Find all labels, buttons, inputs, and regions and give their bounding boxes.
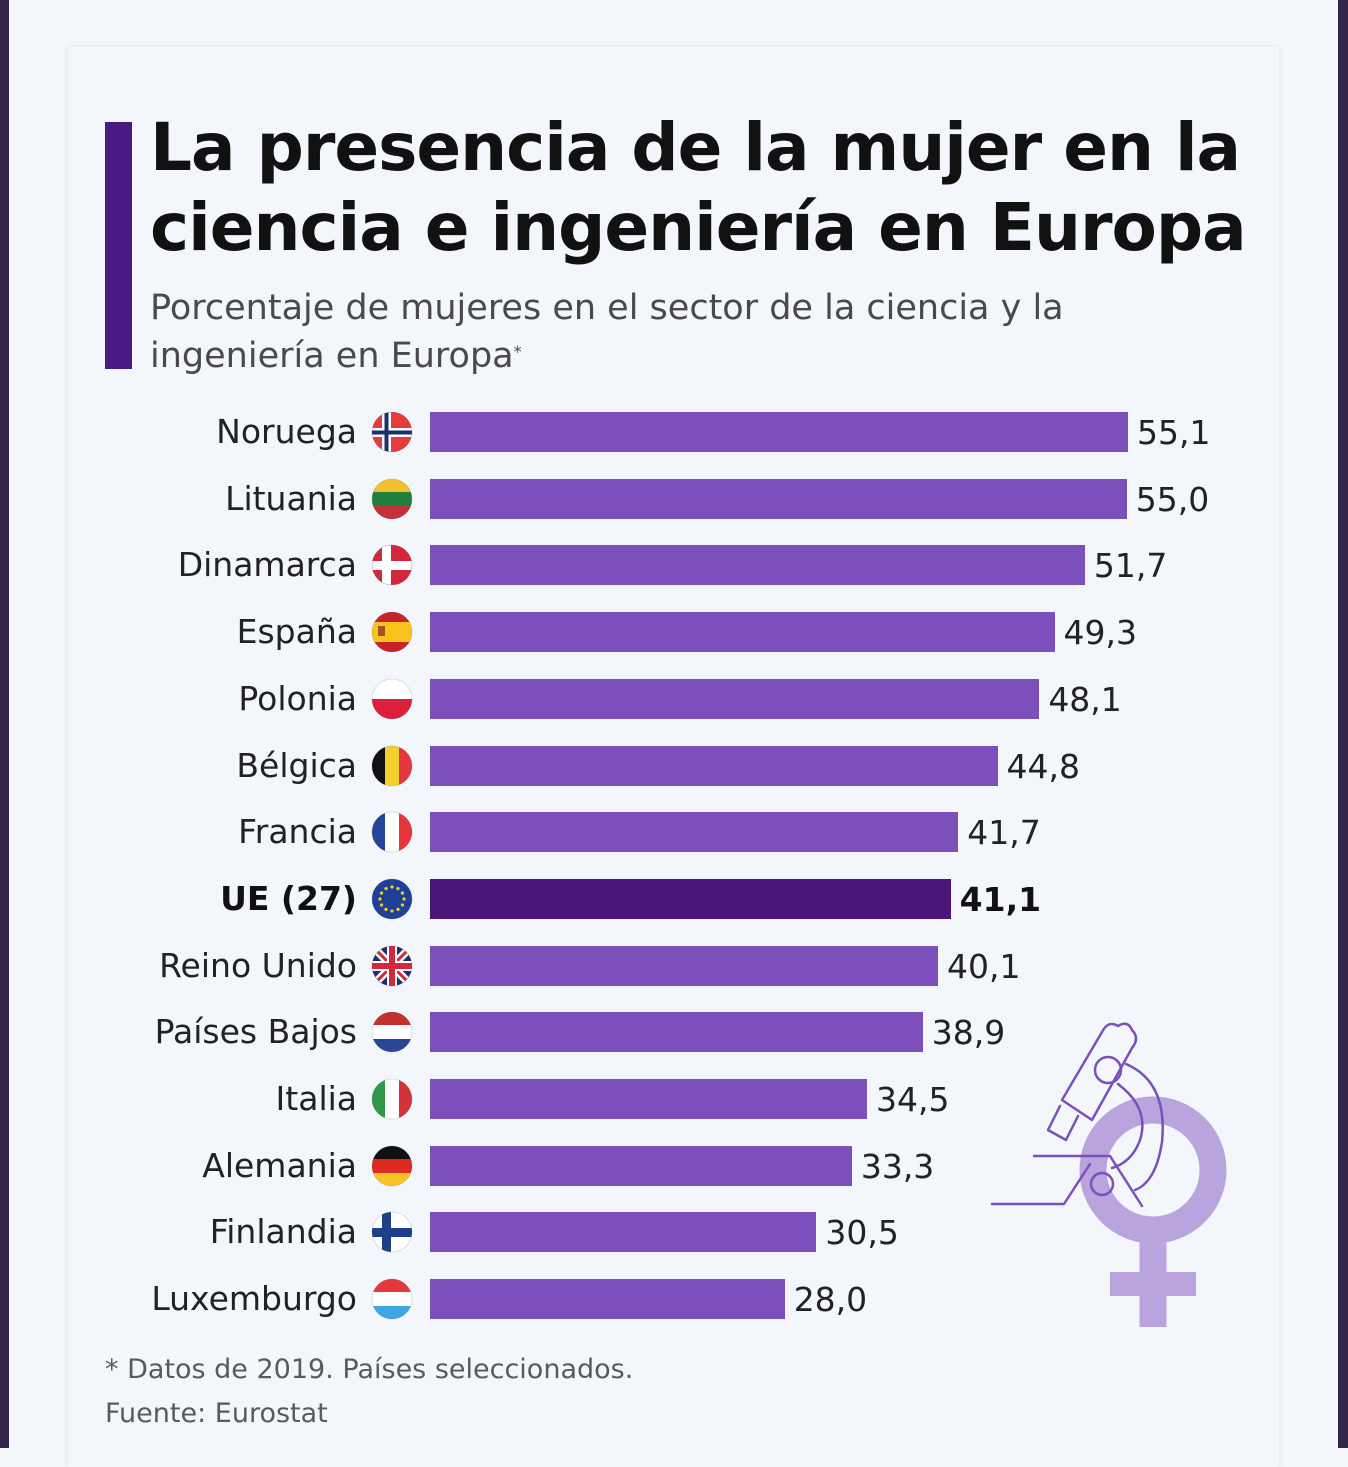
bar-row: Finlandia 30,5 [0, 1211, 1348, 1253]
footnote-source: Fuente: Eurostat [105, 1398, 328, 1429]
bar [430, 945, 938, 986]
value-label: 28,0 [793, 1280, 868, 1320]
flag-lithuania-icon [371, 478, 413, 520]
category-label: Polonia [238, 678, 357, 718]
category-label: Luxemburgo [151, 1279, 357, 1319]
category-label: Reino Unido [159, 945, 357, 985]
bar [430, 745, 998, 786]
bar [430, 1212, 817, 1253]
bar [430, 412, 1128, 452]
flag-italy-icon [371, 1078, 413, 1120]
bar-row: Polonia 48,1 [0, 678, 1348, 720]
flag-germany-icon [371, 1145, 413, 1187]
footnote-note: * Datos de 2019. Países seleccionados. [105, 1354, 634, 1385]
value-label: 49,3 [1063, 613, 1137, 653]
bar-row: Países Bajos 38,9 [0, 1011, 1348, 1053]
bar-row: Reino Unido 40,1 [0, 945, 1348, 986]
bar-row: España 49,3 [0, 611, 1348, 653]
bar [430, 1012, 923, 1053]
bar [430, 478, 1127, 519]
background-edge-left [0, 0, 9, 1448]
category-label: Noruega [216, 412, 357, 451]
category-label: Francia [238, 812, 357, 852]
category-label: Italia [275, 1079, 357, 1118]
chart-subtitle: Porcentaje de mujeres en el sector de la… [150, 284, 1110, 380]
bar-row: UE (27) 41,1 [0, 878, 1348, 920]
bar [430, 1145, 852, 1186]
bar-row: Bélgica 44,8 [0, 745, 1348, 786]
bar-row: Dinamarca 51,7 [0, 544, 1348, 586]
value-label: 33,3 [860, 1146, 935, 1186]
bar-row: Francia 41,7 [0, 811, 1348, 853]
title-accent-bar [105, 122, 132, 369]
flag-luxembourg-icon [371, 1278, 413, 1320]
bar-row: Luxemburgo 28,0 [0, 1278, 1348, 1320]
value-label: 55,1 [1137, 413, 1211, 452]
bar-row: Alemania 33,3 [0, 1145, 1348, 1187]
chart-footnote: * Datos de 2019. Países seleccionados. F… [105, 1348, 633, 1436]
background-edge-right [1338, 0, 1348, 1448]
value-label: 55,0 [1135, 479, 1210, 519]
flag-norway-icon [371, 411, 413, 453]
flag-netherlands-icon [371, 1011, 413, 1053]
category-label: UE (27) [220, 878, 357, 918]
microscope-icon [990, 1022, 1164, 1208]
value-label: 40,1 [946, 946, 1021, 986]
flag-poland-icon [371, 678, 413, 720]
category-label: Dinamarca [177, 545, 357, 585]
subtitle-text: Porcentaje de mujeres en el sector de la… [150, 288, 1064, 376]
value-label: 48,1 [1048, 679, 1122, 719]
value-label: 44,8 [1006, 746, 1080, 786]
value-label: 38,9 [931, 1013, 1006, 1053]
flag-denmark-icon [371, 544, 413, 586]
chart-title: La presencia de la mujer en la ciencia e… [150, 109, 1247, 266]
value-label: 30,5 [825, 1213, 899, 1253]
value-label: 41,1 [959, 879, 1042, 919]
bar [430, 545, 1085, 586]
value-label: 51,7 [1093, 546, 1168, 586]
bar-row: Italia 34,5 [0, 1078, 1348, 1120]
bar [430, 1279, 785, 1320]
female-symbol-icon [1079, 1096, 1227, 1327]
value-label: 41,7 [967, 813, 1041, 853]
flag-spain-icon [371, 611, 413, 653]
category-label: España [236, 612, 357, 652]
science-illustration [990, 1022, 1227, 1327]
bar-row: Lituania 55,0 [0, 478, 1348, 520]
flag-uk-icon [371, 945, 413, 986]
flag-eu-icon [371, 878, 413, 920]
flag-finland-icon [371, 1211, 413, 1253]
bar [430, 678, 1040, 719]
flag-france-icon [371, 811, 413, 853]
flag-belgium-icon [371, 745, 413, 786]
category-label: Países Bajos [154, 1012, 357, 1052]
bar [430, 1079, 868, 1119]
bar [430, 878, 951, 919]
bar [430, 812, 959, 853]
category-label: Bélgica [236, 745, 357, 785]
category-label: Lituania [225, 478, 357, 518]
category-label: Finlandia [209, 1212, 357, 1252]
bar-row: Noruega 55,1 [0, 411, 1348, 453]
category-label: Alemania [202, 1145, 357, 1185]
value-label: 34,5 [876, 1080, 950, 1119]
bar [430, 612, 1055, 653]
subtitle-asterisk: * [513, 342, 522, 361]
